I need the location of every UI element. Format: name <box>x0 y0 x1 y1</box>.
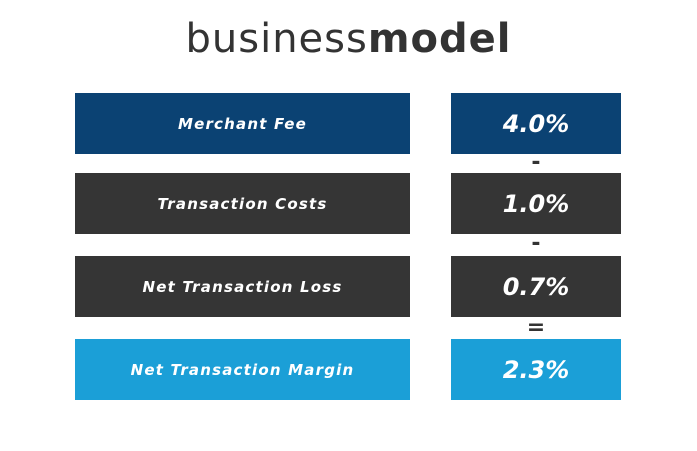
row-value: 1.0% <box>451 173 621 234</box>
row-label: Net Transaction Loss <box>75 256 410 317</box>
row-value: 0.7% <box>451 256 621 317</box>
row-label: Merchant Fee <box>75 93 410 154</box>
title-bold: model <box>367 16 512 62</box>
operator: - <box>531 231 541 256</box>
row-label: Net Transaction Margin <box>75 339 410 400</box>
title: businessmodel <box>0 16 697 62</box>
row-label: Transaction Costs <box>75 173 410 234</box>
row-value: 4.0% <box>451 93 621 154</box>
operator: = <box>526 315 546 340</box>
row-value: 2.3% <box>451 339 621 400</box>
operator: - <box>531 150 541 175</box>
title-light: business <box>185 16 368 62</box>
